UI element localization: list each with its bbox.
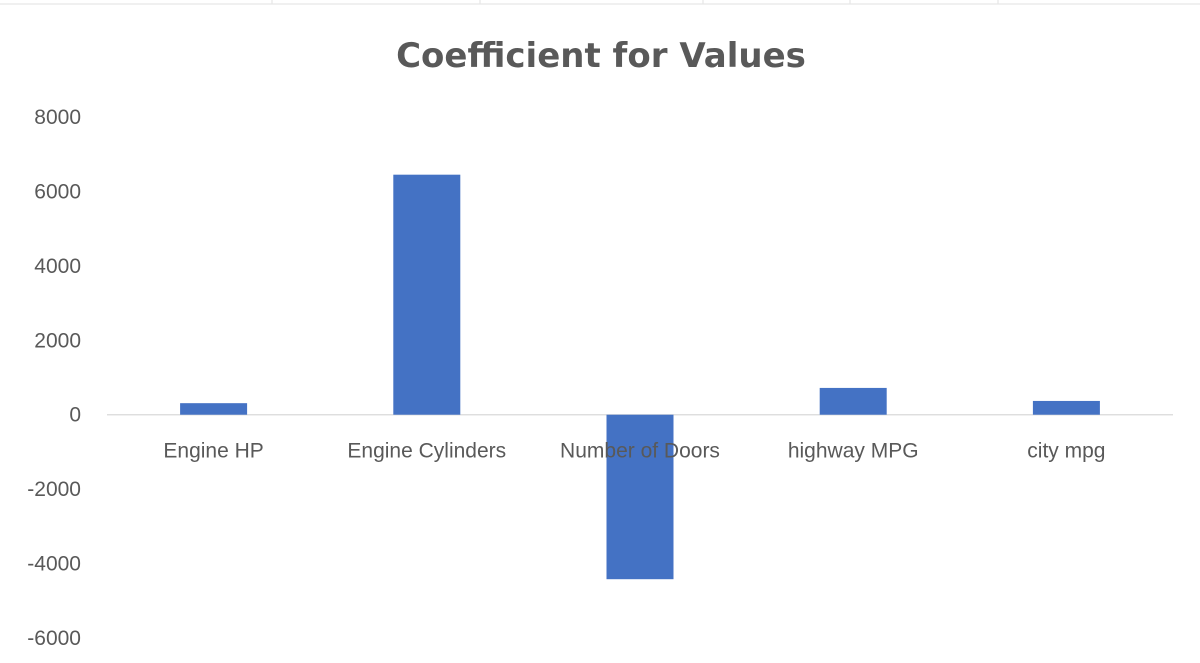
x-tick-label: Engine HP [163, 440, 263, 463]
y-tick-label: 0 [69, 404, 81, 427]
spreadsheet-gridlines [0, 0, 1200, 5]
chart-title: Coefficient for Values [396, 36, 806, 76]
y-tick-label: -2000 [27, 478, 81, 501]
x-axis: Engine HP Engine Cylinders Number of Doors… [163, 440, 1105, 463]
y-tick-label: -6000 [27, 627, 81, 650]
y-axis: 8000 6000 4000 2000 0 -2000 -4000 -6000 [27, 106, 81, 650]
bar-city-mpg [1032, 400, 1100, 415]
bar-highway-mpg [819, 387, 887, 415]
y-tick-label: -4000 [27, 553, 81, 576]
x-tick-label: Engine Cylinders [347, 440, 506, 463]
x-tick-label: highway MPG [788, 440, 919, 463]
bar-number-of-doors [606, 414, 674, 580]
y-tick-label: 2000 [34, 329, 81, 352]
bar-engine-hp [180, 403, 248, 415]
y-tick-label: 8000 [34, 106, 81, 129]
bar-engine-cylinders [393, 174, 461, 415]
bars [180, 174, 1100, 580]
y-tick-label: 6000 [34, 180, 81, 203]
x-tick-label: city mpg [1027, 440, 1105, 463]
y-tick-label: 4000 [34, 255, 81, 278]
x-tick-label: Number of Doors [560, 440, 720, 463]
